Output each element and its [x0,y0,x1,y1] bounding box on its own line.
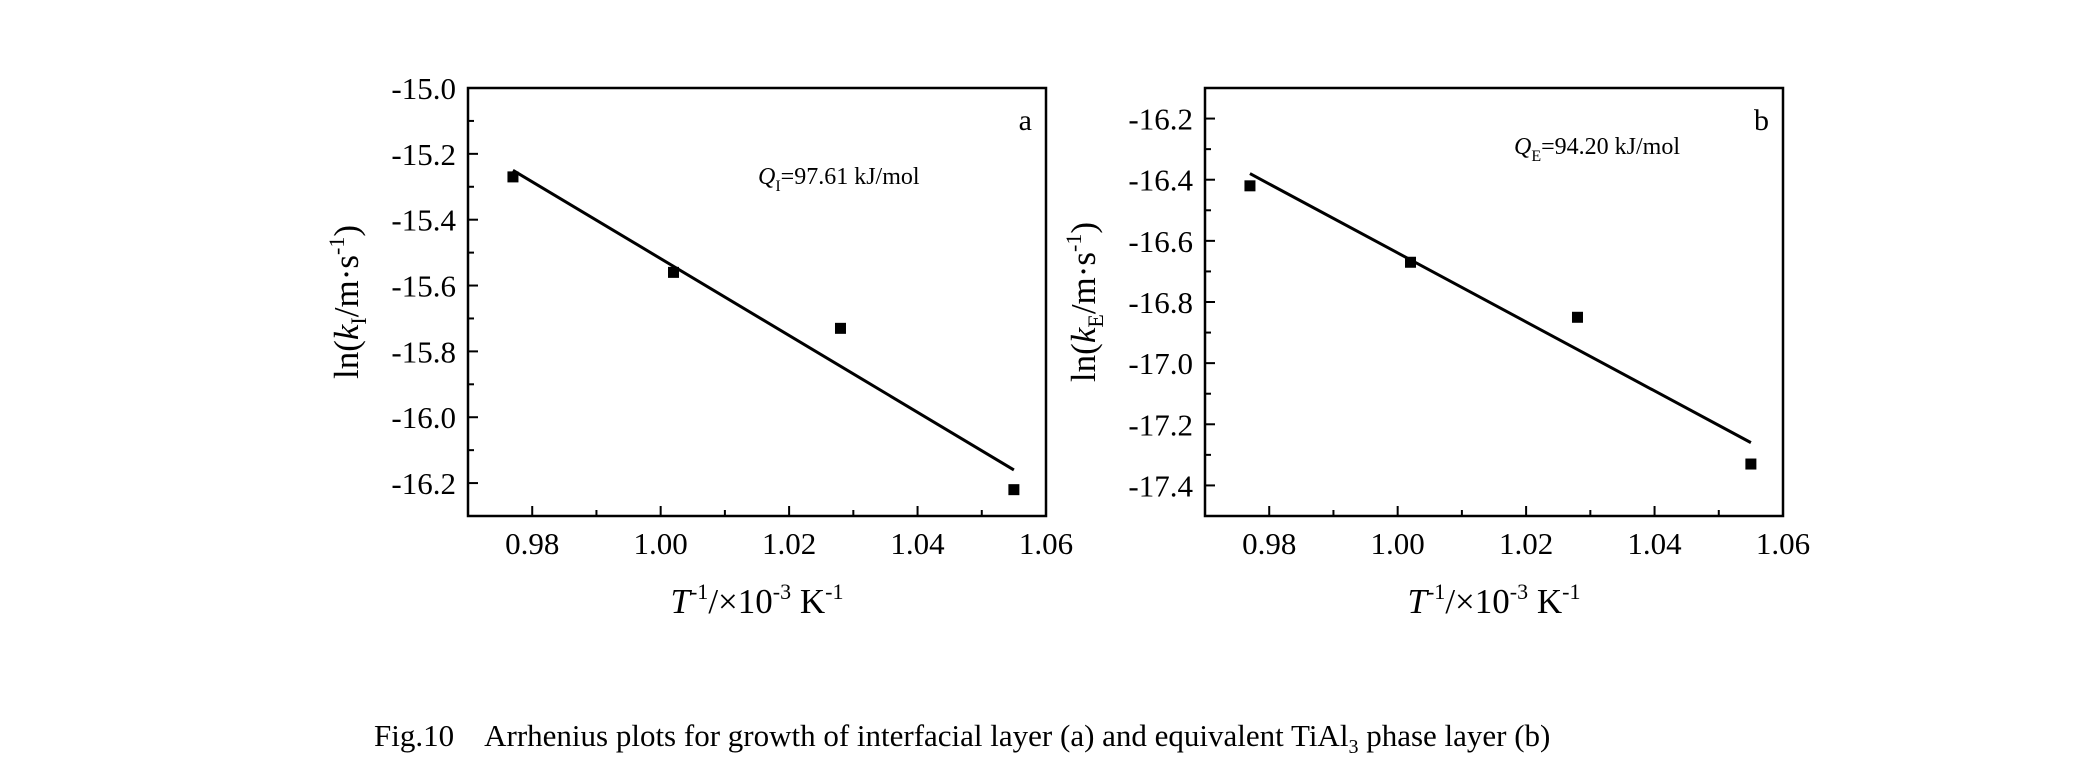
y-axis-label: ln(kI/m·s-1) [324,225,371,379]
y-label-unit: /m·s [327,255,366,317]
data-point [1244,180,1256,192]
x-label-sup: -1 [690,579,708,604]
annotation-symbol: Q [1514,134,1531,160]
y-label-subscript: I [346,317,371,324]
caption-text-end: phase layer (b) [1358,718,1551,753]
y-axis-label: ln(kE/m·s-1) [1061,222,1108,382]
caption-label: Fig.10 [374,718,455,753]
y-label-symbol: k [1064,326,1103,343]
x-label-symbol: T [671,582,693,621]
y-tick-label: -15.4 [391,203,456,238]
panel-label: b [1754,104,1769,137]
data-point [1571,311,1583,323]
x-tick-label: 1.02 [762,526,816,561]
caption-text: Arrhenius plots for growth of interfacia… [484,718,1349,753]
y-tick-label: -16.6 [1128,224,1193,259]
y-label-subscript: E [1083,314,1108,327]
fit-line [1249,172,1752,444]
y-tick-label: -16.8 [1128,285,1193,320]
y-label-sup: -1 [1061,234,1086,252]
x-tick-label: 1.02 [1499,526,1553,561]
y-tick-label: -17.2 [1128,407,1193,442]
x-label-mid: /×10 [708,582,772,621]
plot-frame [466,86,1048,518]
data-point [1745,458,1757,470]
x-axis-label: T-1/×10-3 K-1 [1408,579,1581,621]
y-label-sup: -1 [324,237,349,255]
data-point [1405,256,1417,268]
caption-subscript: 3 [1348,736,1359,759]
annotation-value: =97.61 kJ/mol [781,164,920,190]
x-label-sup2: -3 [1510,579,1528,604]
annotation-symbol: Q [758,164,775,190]
annotation-subscript: E [1531,148,1541,165]
x-label-sup3: -1 [825,579,843,604]
x-label-sup2: -3 [773,579,791,604]
x-label-mid: /×10 [1445,582,1509,621]
annotation-subscript: I [775,178,780,195]
data-point [834,322,846,334]
y-tick-label: -16.0 [391,400,456,435]
y-tick-label: -15.6 [391,269,456,304]
data-point [1008,484,1020,496]
annotation-value: =94.20 kJ/mol [1541,134,1680,160]
plot-frame [1203,86,1785,518]
chart-b: 0.98 1.00 1.02 1.04 1.06 -16.2 -16.4 -16.6 -16.8… [1061,86,1810,621]
activation-energy-annotation: QI=97.61 kJ/mol [758,164,920,195]
x-label-sup: -1 [1427,579,1445,604]
x-tick-label: 0.98 [1242,526,1296,561]
x-tick-label: 1.06 [1756,526,1810,561]
data-point [668,266,680,278]
y-tick-label: -16.2 [1128,102,1193,137]
y-label-prefix: ln( [327,340,366,379]
y-tick-label: -16.2 [391,466,456,501]
y-label-symbol: k [327,323,366,340]
activation-energy-annotation: QE=94.20 kJ/mol [1514,134,1680,165]
y-tick-label: -15.0 [391,71,456,106]
figure-caption: Fig.10 Arrhenius plots for growth of inte… [374,718,1550,759]
x-label-symbol: T [1408,582,1430,621]
x-tick-label: 1.00 [634,526,688,561]
x-tick-label: 1.00 [1371,526,1425,561]
y-tick-label: -15.2 [391,137,456,172]
chart-a: 0.98 1.00 1.02 1.04 1.06 -15.0 -15.2 -15.4 -15.6… [324,71,1073,621]
data-point [507,171,519,183]
x-label-unit: K [791,582,825,621]
y-label-suffix: ) [1064,222,1103,234]
x-tick-label: 1.04 [1627,526,1682,561]
y-label-suffix: ) [327,225,366,237]
y-tick-label: -17.0 [1128,346,1193,381]
y-tick-label: -16.4 [1128,163,1193,198]
y-tick-label: -15.8 [391,334,456,369]
y-label-prefix: ln( [1064,343,1103,382]
x-tick-label: 0.98 [505,526,559,561]
x-tick-label: 1.04 [890,526,945,561]
y-tick-label: -17.4 [1128,468,1193,503]
panel-label: a [1019,104,1032,137]
x-tick-label: 1.06 [1019,526,1073,561]
x-axis-label: T-1/×10-3 K-1 [671,579,844,621]
x-label-sup3: -1 [1562,579,1580,604]
fit-line [512,169,1015,472]
y-label-unit: /m·s [1064,252,1103,314]
x-label-unit: K [1528,582,1562,621]
